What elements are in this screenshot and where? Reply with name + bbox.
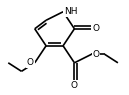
Text: O: O	[71, 81, 78, 90]
Text: O: O	[92, 50, 99, 59]
Text: O: O	[27, 58, 34, 67]
Text: NH: NH	[64, 7, 78, 16]
Text: O: O	[92, 24, 99, 33]
